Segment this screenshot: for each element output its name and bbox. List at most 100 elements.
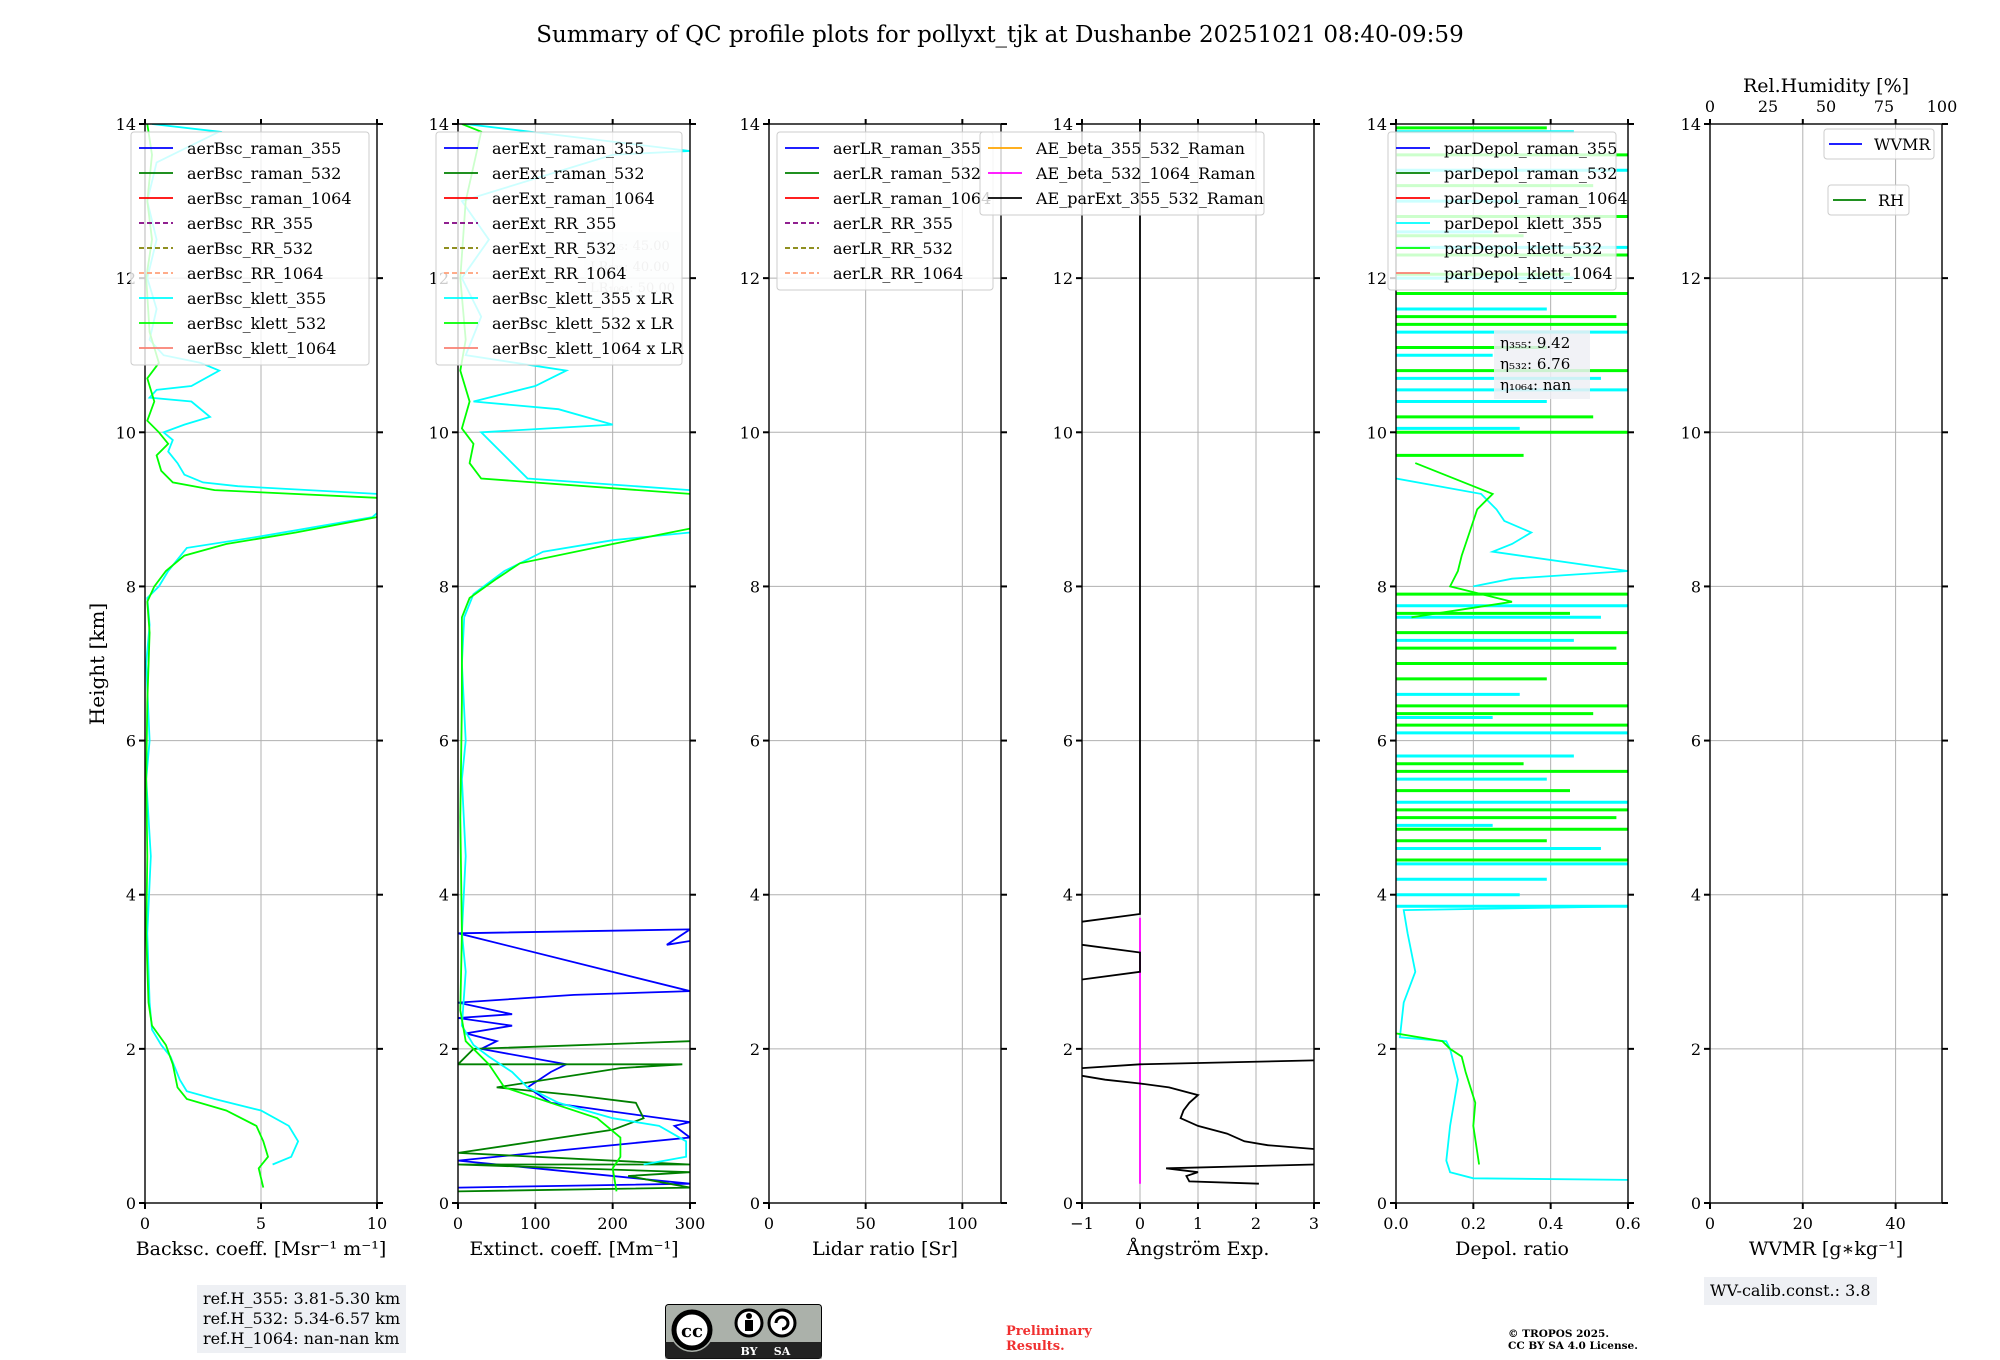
- figure-title: Summary of QC profile plots for pollyxt_…: [536, 22, 1464, 48]
- y-tick-label: 14: [1053, 115, 1073, 134]
- x-tick-label: 1: [1193, 1214, 1203, 1233]
- legend-label: RH: [1878, 191, 1904, 210]
- y-axis-label: Height [km]: [85, 603, 109, 725]
- cc-text: cc: [681, 1321, 703, 1342]
- x2-tick-label: 100: [1927, 97, 1958, 116]
- legend-item: aerLR_raman_532: [833, 164, 981, 183]
- y-tick-label: 2: [1063, 1040, 1073, 1059]
- x-axis-label: Lidar ratio [Sr]: [812, 1238, 958, 1260]
- x2-tick-label: 75: [1874, 97, 1894, 116]
- y-tick-label: 12: [1681, 269, 1701, 288]
- legend-item: aerLR_raman_1064: [833, 189, 991, 208]
- y-tick-label: 6: [126, 732, 136, 751]
- axes-frame: [1395, 123, 1629, 1204]
- legend-item: aerExt_raman_355: [492, 139, 645, 158]
- legend-item: aerBsc_klett_532: [187, 314, 326, 333]
- copyright-line-2: CC BY SA 4.0 License.: [1508, 1340, 1638, 1352]
- by-label: BY: [741, 1345, 758, 1358]
- y-tick-label: 6: [1377, 732, 1387, 751]
- legend-item: aerBsc_RR_1064: [187, 264, 323, 283]
- x2-tick-label: 0: [1705, 97, 1715, 116]
- legend-item: aerExt_RR_1064: [492, 264, 627, 283]
- annotation-text: η₃₅₅: 9.42: [1500, 334, 1570, 352]
- x-tick-label: 10: [367, 1214, 387, 1233]
- x-tick-label: 5: [256, 1214, 266, 1233]
- x-tick-label: 300: [675, 1214, 706, 1233]
- series-ae-parext-355-532-raman: [1165, 1163, 1314, 1185]
- ref-height-355: ref.H_355: 3.81-5.30 km: [203, 1289, 401, 1308]
- y-tick-label: 2: [1377, 1040, 1387, 1059]
- legend: AE_beta_355_532_Raman AE_beta_532_1064_Ra…: [979, 131, 1265, 216]
- y-tick-label: 2: [439, 1040, 449, 1059]
- x-tick-label: 3: [1309, 1214, 1319, 1233]
- y-tick-label: 14: [429, 115, 449, 134]
- annotation-text: η₁₀₆₄: nan: [1500, 376, 1571, 394]
- y-tick-label: 4: [439, 886, 449, 905]
- legend-item: aerExt_RR_355: [492, 214, 616, 233]
- series-ae-parext-355-532-raman-4: [1082, 943, 1141, 981]
- legend-item: aerLR_RR_532: [833, 239, 953, 258]
- x-tick-label: 0.6: [1615, 1214, 1640, 1233]
- legend-item: AE_beta_355_532_Raman: [1035, 139, 1245, 158]
- series-aerbsc-klett-532: [145, 516, 377, 1188]
- y-tick-label: 14: [740, 115, 760, 134]
- legend: aerLR_raman_355 aerLR_raman_532 aerLR_rama…: [776, 131, 994, 291]
- y-tick-label: 4: [1377, 886, 1387, 905]
- series-ae-parext-355-532-raman-3: [1082, 1059, 1314, 1069]
- legend: parDepol_raman_355 parDepol_raman_532 parD…: [1387, 131, 1628, 291]
- y-tick-label: 0: [439, 1194, 449, 1213]
- y-tick-label: 6: [1691, 732, 1701, 751]
- legend-item: parDepol_klett_532: [1444, 239, 1602, 258]
- x2-tick-label: 25: [1758, 97, 1778, 116]
- legend: aerBsc_raman_355 aerBsc_raman_532 aerBsc_r…: [130, 131, 370, 366]
- legend-item: aerBsc_klett_532 x LR: [492, 314, 674, 333]
- legend-item: aerLR_RR_355: [833, 214, 953, 233]
- y-tick-label: 10: [116, 423, 136, 442]
- y-tick-label: 14: [1681, 115, 1701, 134]
- y-tick-label: 8: [1377, 577, 1387, 596]
- y-tick-label: 8: [750, 577, 760, 596]
- legend-item: AE_beta_532_1064_Raman: [1035, 164, 1255, 183]
- x-tick-label: 40: [1885, 1214, 1905, 1233]
- legend-frame: [130, 131, 370, 366]
- wv-calib-text: WV-calib.const.: 3.8: [1710, 1281, 1871, 1300]
- preliminary-line-1: Preliminary: [1006, 1324, 1092, 1339]
- y-tick-label: 6: [1063, 732, 1073, 751]
- ref-height-1064: ref.H_1064: nan-nan km: [203, 1329, 400, 1348]
- y-tick-label: 4: [750, 886, 760, 905]
- annotation-box: [1494, 330, 1590, 399]
- y-tick-label: 10: [1053, 423, 1073, 442]
- y-tick-label: 12: [1367, 269, 1387, 288]
- legend-rh: RH: [1827, 184, 1910, 216]
- x-axis-label: WVMR [g∗kg⁻¹]: [1749, 1238, 1903, 1260]
- panel-depol: 0.0 0.2 0.4 0.6 0 2 4 6 8 10 12 14 Depol. ratio η₃₅₅:…: [1367, 115, 1641, 1260]
- x-tick-label: 0: [140, 1214, 150, 1233]
- legend-item: aerExt_raman_1064: [492, 189, 655, 208]
- legend: aerExt_raman_355 aerExt_raman_532 aerExt_r…: [435, 131, 684, 366]
- axes-frame: [768, 123, 1002, 1204]
- x-axis-label: Extinct. coeff. [Mm⁻¹]: [469, 1238, 678, 1260]
- x-tick-label: 20: [1793, 1214, 1813, 1233]
- legend-frame: [1823, 128, 1935, 160]
- legend-item: aerBsc_RR_355: [187, 214, 313, 233]
- legend-wvmr: WVMR: [1823, 128, 1935, 160]
- panel-ext: 010020030002468101214Extinct. coeff. [Mm…: [429, 115, 706, 1260]
- y-tick-label: 0: [126, 1194, 136, 1213]
- series-aerbsc-klett-532-x-lr: [459, 527, 690, 1192]
- y-tick-label: 2: [1691, 1040, 1701, 1059]
- legend-item: aerBsc_RR_532: [187, 239, 313, 258]
- series-pardepol-klett-355: [1398, 905, 1628, 1181]
- series-aerbsc-klett-355-x-lr: [460, 531, 690, 1166]
- y-tick-label: 0: [1063, 1194, 1073, 1213]
- y-tick-label: 6: [750, 732, 760, 751]
- x-axis-label: Depol. ratio: [1455, 1238, 1569, 1260]
- series-pardepol-klett-355-mid: [1396, 477, 1628, 588]
- x-tick-label: 0: [764, 1214, 774, 1233]
- legend-item: parDepol_raman_355: [1444, 139, 1617, 158]
- legend-item: aerBsc_klett_355 x LR: [492, 289, 674, 308]
- x-tick-label: 2: [1251, 1214, 1261, 1233]
- y-tick-label: 0: [750, 1194, 760, 1213]
- y-tick-label: 0: [1691, 1194, 1701, 1213]
